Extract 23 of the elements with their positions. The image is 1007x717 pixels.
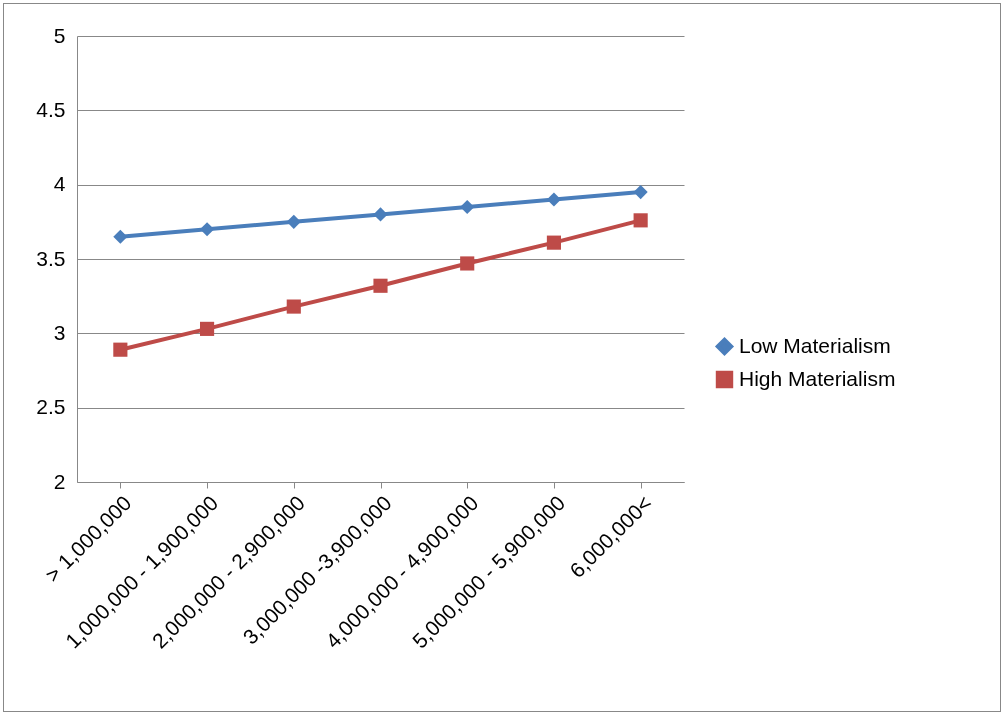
point [286, 214, 301, 229]
y-tick-label: 2 [53, 469, 66, 493]
point [460, 199, 475, 215]
point [546, 192, 561, 207]
point [546, 235, 561, 250]
y-tick-label: 4.5 [36, 97, 66, 121]
point [373, 207, 388, 222]
y-tick-label: 2.5 [36, 395, 66, 419]
y-tick-label: 3 [53, 320, 66, 344]
point [460, 256, 475, 271]
point [200, 321, 215, 336]
point [373, 278, 388, 293]
y-tick-label: 3.5 [36, 246, 66, 270]
point [200, 222, 215, 237]
y-tick-label: 5 [53, 23, 66, 47]
point [286, 299, 301, 314]
point [113, 342, 128, 357]
point [113, 229, 128, 244]
y-tick-label: 4 [53, 172, 66, 196]
legend-label: High Materialism [739, 366, 896, 390]
point [633, 213, 648, 228]
point [633, 185, 648, 200]
legend-label: Low Materialism [739, 333, 891, 357]
